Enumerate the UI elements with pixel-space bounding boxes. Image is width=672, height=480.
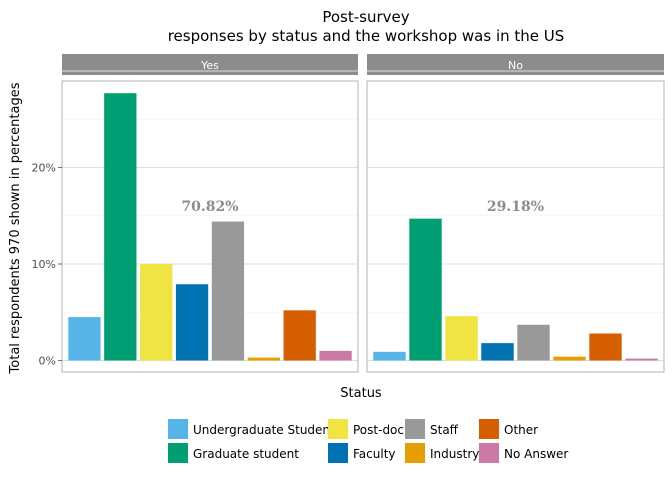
bar-industry — [553, 356, 586, 361]
bar-undergraduate-student — [68, 317, 101, 361]
legend-item-staff: Staff — [405, 419, 459, 439]
bar-industry — [247, 357, 280, 361]
legend-item-undergraduate-student: Undergraduate Student — [168, 419, 335, 439]
panels: Yes 70.82% 0% 10% 20% No 29.18% — [32, 54, 665, 373]
legend-item-no-answer: No Answer — [479, 443, 568, 463]
legend-label: Undergraduate Student — [193, 423, 335, 437]
panel-annotation: 70.82% — [181, 199, 238, 215]
bar-other — [589, 333, 622, 361]
bar-no-answer — [625, 358, 658, 361]
legend-label: Faculty — [353, 447, 396, 461]
chart-title-line1: Post-survey — [322, 8, 409, 26]
legend-swatch — [405, 419, 425, 439]
legend-swatch — [479, 419, 499, 439]
y-tick-label: 10% — [32, 258, 56, 271]
legend-swatch — [328, 419, 348, 439]
bar-staff — [517, 324, 550, 361]
y-axis-title: Total respondents 970 shown in percentag… — [8, 82, 23, 374]
bar-graduate-student — [409, 218, 442, 361]
panel-border — [366, 80, 665, 373]
panel-strip — [62, 54, 358, 75]
panel-no: No 29.18% — [366, 54, 665, 373]
bar-faculty — [481, 343, 514, 361]
legend-item-post-doc: Post-doc — [328, 419, 404, 439]
legend-item-industry: Industry — [405, 443, 479, 463]
panel-yes: Yes 70.82% 0% 10% 20% — [32, 54, 359, 373]
bar-other — [283, 310, 316, 361]
bar-faculty — [175, 284, 209, 361]
x-axis-title: Status — [340, 386, 382, 401]
legend-item-graduate-student: Graduate student — [168, 443, 299, 463]
legend-swatch — [168, 443, 188, 463]
bar-post-doc — [140, 264, 173, 361]
panel-strip — [367, 54, 664, 75]
y-tick-label: 0% — [39, 355, 56, 368]
legend-label: Industry — [430, 447, 479, 461]
panel-border — [61, 80, 359, 373]
legend-label: Other — [504, 423, 538, 437]
panel-annotation: 29.18% — [487, 199, 544, 215]
legend-label: No Answer — [504, 447, 568, 461]
panel-strip-label: No — [508, 59, 523, 72]
legend-label: Graduate student — [193, 447, 299, 461]
bar-staff — [211, 221, 245, 361]
legend-item-faculty: Faculty — [328, 443, 396, 463]
legend-item-other: Other — [479, 419, 538, 439]
bar-graduate-student — [104, 93, 137, 361]
bar-post-doc — [445, 316, 478, 361]
bar-undergraduate-student — [373, 351, 406, 361]
legend-label: Post-doc — [353, 423, 404, 437]
legend-label: Staff — [430, 423, 459, 437]
chart-title-line2: responses by status and the workshop was… — [168, 27, 565, 45]
legend-swatch — [479, 443, 499, 463]
y-tick-label: 20% — [32, 162, 56, 175]
legend-swatch — [328, 443, 348, 463]
panel-strip-label: Yes — [200, 59, 219, 72]
legend-swatch — [168, 419, 188, 439]
legend: Undergraduate Student Graduate student Pos… — [168, 419, 568, 463]
legend-swatch — [405, 443, 425, 463]
bar-no-answer — [319, 350, 352, 361]
